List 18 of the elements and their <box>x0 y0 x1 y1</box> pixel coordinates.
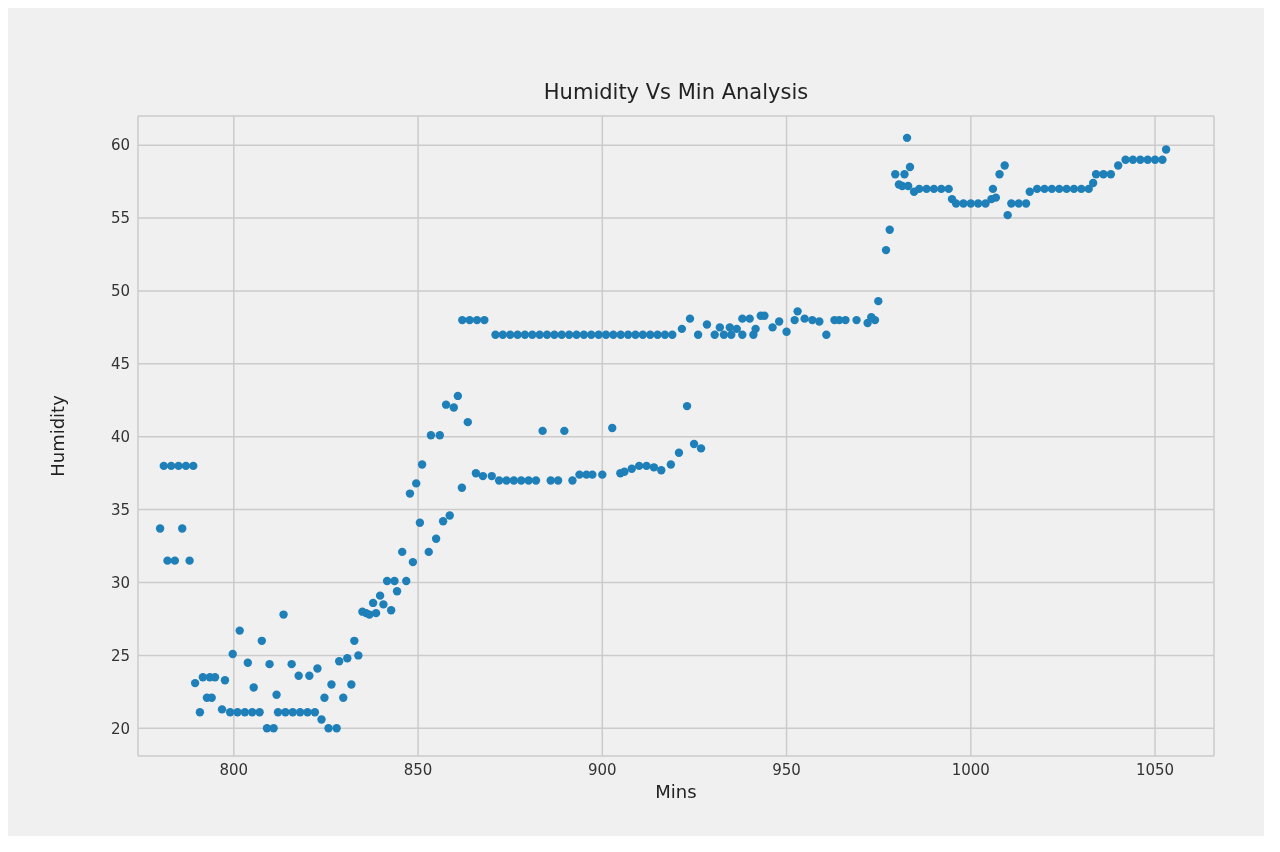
y-tick-label: 40 <box>110 428 130 447</box>
chart-title: Humidity Vs Min Analysis <box>542 80 810 104</box>
y-tick-label: 20 <box>110 719 130 738</box>
y-tick-label: 45 <box>110 355 130 374</box>
x-tick-label: 1000 <box>951 760 990 779</box>
x-tick-label: 1050 <box>1135 760 1175 779</box>
x-tick-label: 800 <box>219 760 249 779</box>
y-axis-title: Humidity <box>47 394 69 477</box>
y-tick-label: 35 <box>110 500 130 519</box>
x-tick-label: 950 <box>772 760 801 779</box>
x-tick-label: 850 <box>403 760 433 779</box>
y-tick-label: 25 <box>110 646 130 665</box>
y-tick-label: 30 <box>110 573 130 592</box>
y-tick-label: 55 <box>110 209 130 228</box>
x-axis-title: Mins <box>655 781 697 802</box>
y-tick-label: 60 <box>110 136 130 155</box>
x-tick-label: 900 <box>587 760 617 779</box>
y-tick-label: 50 <box>110 282 130 301</box>
